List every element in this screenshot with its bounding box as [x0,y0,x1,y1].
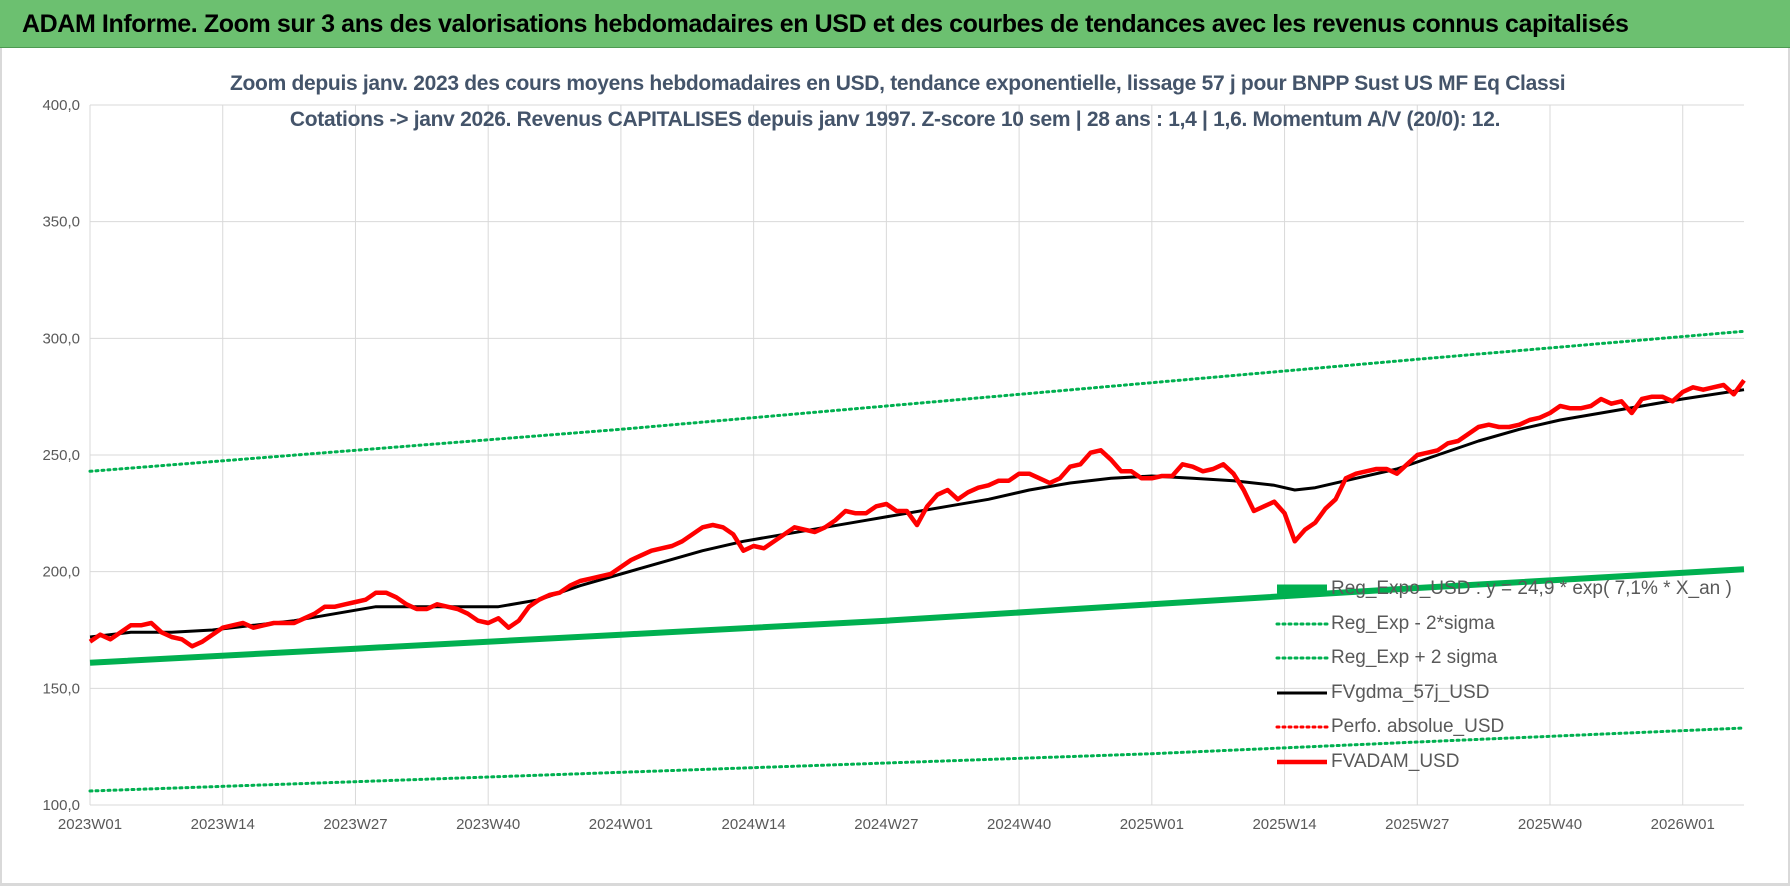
y-tick-label: 150,0 [42,680,80,697]
legend-item: Reg_Expo_USD : y = 24,9 * exp( 7,1% * X_… [1275,578,1745,613]
series-line-5 [88,378,1746,649]
legend-item: Reg_Exp + 2 sigma [1275,647,1745,682]
legend-swatch [1275,725,1329,729]
x-tick-label: 2024W01 [589,816,653,833]
chart-legend: Reg_Expo_USD : y = 24,9 * exp( 7,1% * X_… [1275,578,1745,785]
legend-label: FVADAM_USD [1331,750,1460,772]
chart-frame [0,48,1790,886]
x-tick-label: 2025W40 [1518,816,1582,833]
legend-item: Perfo. absolue_USD [1275,716,1745,751]
series-line-1 [88,726,1746,793]
legend-item: FVgdma_57j_USD [1275,682,1745,717]
series-line-2 [88,329,1746,473]
y-tick-label: 250,0 [42,447,80,464]
report-banner: ADAM Informe. Zoom sur 3 ans des valoris… [0,0,1790,48]
legend-label: Reg_Exp - 2*sigma [1331,612,1495,634]
y-tick-label: 350,0 [42,214,80,231]
legend-label: FVgdma_57j_USD [1331,681,1490,703]
legend-swatch [1277,584,1327,594]
x-tick-label: 2024W14 [722,816,786,833]
x-tick-label: 2025W27 [1385,816,1449,833]
x-tick-label: 2025W01 [1120,816,1184,833]
legend-swatch [1277,691,1327,694]
x-tick-label: 2023W01 [58,816,122,833]
y-tick-label: 400,0 [42,97,80,114]
legend-swatch [1277,759,1327,764]
x-tick-label: 2026W01 [1651,816,1715,833]
x-tick-label: 2025W14 [1252,816,1316,833]
legend-item: Reg_Exp - 2*sigma [1275,613,1745,648]
legend-label: Perfo. absolue_USD [1331,716,1505,737]
legend-item: FVADAM_USD [1275,751,1745,786]
x-tick-label: 2023W14 [191,816,255,833]
chart-title-line1: Zoom depuis janv. 2023 des cours moyens … [230,72,1566,95]
legend-swatch [1275,656,1329,660]
series-line-0 [89,566,1745,666]
x-tick-label: 2024W27 [854,816,918,833]
y-tick-label: 100,0 [42,797,80,814]
report-title: ADAM Informe. Zoom sur 3 ans des valoris… [22,10,1629,38]
legend-swatch [1275,622,1329,625]
x-tick-label: 2024W40 [987,816,1051,833]
x-tick-label: 2023W40 [456,816,520,833]
y-tick-label: 300,0 [42,330,80,347]
chart-title-line2: Cotations -> janv 2026. Revenus CAPITALI… [289,108,1501,131]
y-tick-label: 200,0 [42,564,80,581]
legend-label: Reg_Exp + 2 sigma [1331,647,1498,668]
x-tick-label: 2023W27 [323,816,387,833]
legend-label: Reg_Expo_USD : y = 24,9 * exp( 7,1% * X_… [1331,578,1732,599]
